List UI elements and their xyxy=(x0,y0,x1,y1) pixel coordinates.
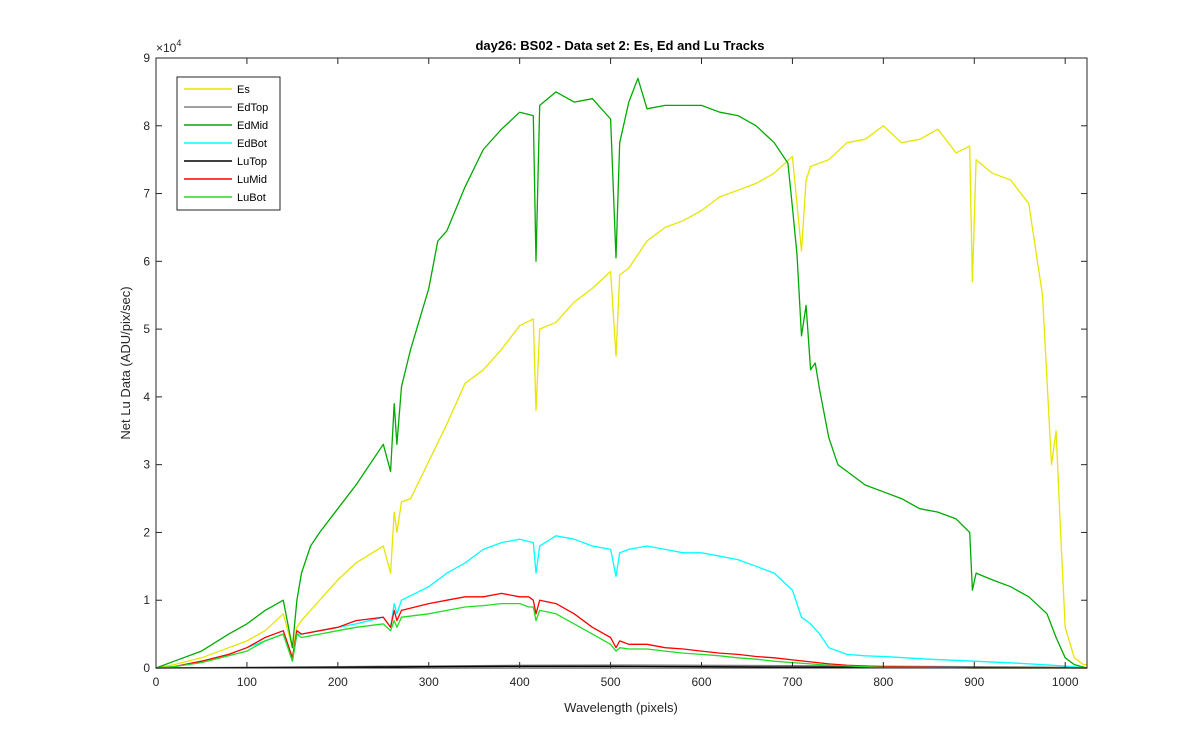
legend-label-edmid: EdMid xyxy=(237,120,268,132)
ticks-layer: 0 100 200 300 400 500 600 700 800 900 1000 0 1 2 3 4 5 6 7… xyxy=(143,51,1087,689)
x-tick-label: 300 xyxy=(419,675,439,689)
y-tick-label: 7 xyxy=(143,187,150,201)
legend: Es EdTop EdMid EdBot LuTop LuMid LuBot xyxy=(176,76,281,211)
x-tick-label: 200 xyxy=(328,675,348,689)
series-line-lubot xyxy=(155,602,1087,669)
x-tick-label: 800 xyxy=(873,675,893,689)
y-tick-label: 0 xyxy=(143,661,150,675)
y-tick-label: 1 xyxy=(143,593,150,607)
x-tick-label: 600 xyxy=(691,675,711,689)
y-tick-label: 9 xyxy=(143,51,150,65)
x-tick-label: 700 xyxy=(782,675,802,689)
legend-label-lubot: LuBot xyxy=(237,192,266,204)
legend-entries: Es EdTop EdMid EdBot LuTop LuMid LuBot xyxy=(184,84,268,204)
y-tick-label: 6 xyxy=(143,254,150,268)
y-axis-label: Net Lu Data (ADU/pix/sec) xyxy=(118,286,133,439)
legend-label-edbot: EdBot xyxy=(237,138,267,150)
series-line-edmid xyxy=(155,77,1088,669)
legend-label-edtop: EdTop xyxy=(237,102,268,114)
x-tick-label: 900 xyxy=(964,675,984,689)
x-tick-label: 0 xyxy=(153,675,160,689)
legend-label-lumid: LuMid xyxy=(237,174,267,186)
y-tick-label: 8 xyxy=(143,119,150,133)
series-line-es xyxy=(155,125,1087,669)
x-tick-label: 500 xyxy=(601,675,621,689)
x-tick-label: 400 xyxy=(510,675,530,689)
series-layer xyxy=(155,77,1088,669)
y-tick-label: 2 xyxy=(143,525,150,539)
plot-frame xyxy=(155,57,1088,669)
legend-label-lutop: LuTop xyxy=(237,156,267,168)
chart-title: day26: BS02 - Data set 2: Es, Ed and Lu … xyxy=(475,38,764,53)
y-tick-label: 3 xyxy=(143,458,150,472)
y-tick-label: 4 xyxy=(143,390,150,404)
y-tick-label: 5 xyxy=(143,322,150,336)
y-exponent-label: ×104 xyxy=(156,38,181,55)
x-tick-label: 100 xyxy=(237,675,257,689)
x-tick-label: 1000 xyxy=(1052,675,1079,689)
x-axis-label: Wavelength (pixels) xyxy=(564,700,678,715)
legend-label-es: Es xyxy=(237,84,250,96)
y-exponent-power: 4 xyxy=(176,38,181,48)
series-line-lumid xyxy=(155,592,1087,669)
y-exponent-base: ×10 xyxy=(156,41,177,55)
